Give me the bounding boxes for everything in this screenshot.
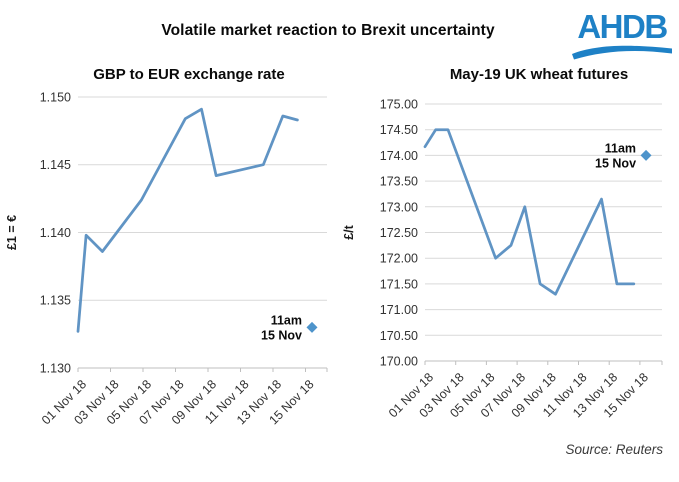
- y-tick-label: 1.145: [40, 158, 71, 172]
- marker-diamond-icon: [306, 321, 318, 333]
- annotation-date: 15 Nov: [595, 156, 636, 170]
- y-tick-label: 174.00: [380, 149, 418, 163]
- annotation-time: 11am: [605, 141, 636, 155]
- y-tick-label: 1.140: [40, 226, 71, 240]
- chart-plot-wheat-futures: 175.00 174.50 174.00 173.50 173.00 172.50 172.…: [342, 98, 663, 420]
- y-tick-label: 172.00: [380, 252, 418, 266]
- y-tick-label: 173.00: [380, 200, 418, 214]
- annotation-date: 15 Nov: [261, 328, 302, 342]
- y-tick-label: 172.50: [380, 226, 418, 240]
- chart-title-gbp-eur: GBP to EUR exchange rate: [93, 66, 285, 83]
- marker-diamond-icon: [640, 149, 652, 161]
- y-axis-title: £1 = €: [5, 215, 19, 250]
- main-title: Volatile market reaction to Brexit uncer…: [161, 22, 495, 39]
- ahdb-wave-icon: [572, 45, 672, 60]
- y-tick-label: 171.00: [380, 303, 418, 317]
- y-tick-label: 173.50: [380, 175, 418, 189]
- y-tick-label: 1.150: [40, 91, 71, 105]
- annotation-time: 11am: [271, 313, 302, 327]
- y-tick-label: 1.135: [40, 294, 71, 308]
- y-tick-label: 174.50: [380, 123, 418, 137]
- y-axis-title: £/t: [342, 224, 356, 239]
- y-tick-label: 1.130: [40, 362, 71, 376]
- y-tick-label: 170.50: [380, 329, 418, 343]
- ahdb-logo: AHDB: [570, 10, 674, 60]
- source-note: Source: Reuters: [565, 442, 663, 457]
- ahdb-logo-text: AHDB: [577, 8, 668, 45]
- y-tick-label: 170.00: [380, 355, 418, 369]
- y-tick-label: 175.00: [380, 98, 418, 112]
- chart-title-wheat-futures: May-19 UK wheat futures: [449, 66, 629, 83]
- y-tick-label: 171.50: [380, 277, 418, 291]
- series-line: [423, 128, 636, 296]
- series-line: [76, 107, 299, 333]
